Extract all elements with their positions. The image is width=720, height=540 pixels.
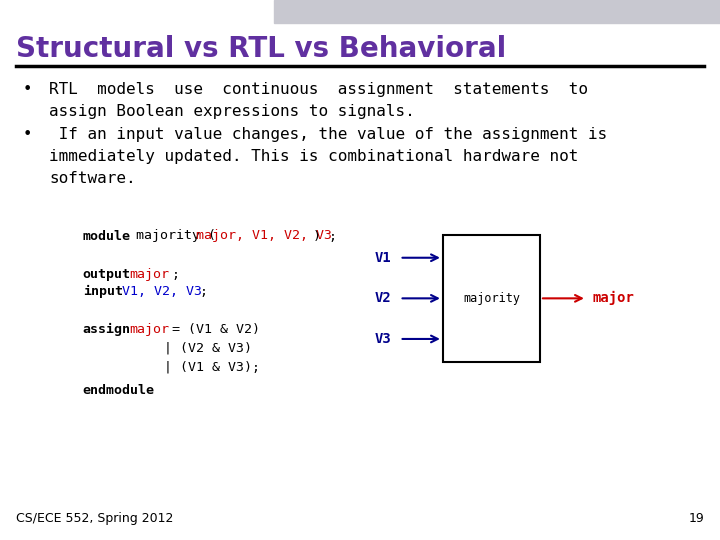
Text: If an input value changes, the value of the assignment is: If an input value changes, the value of …: [49, 127, 607, 143]
Text: assign Boolean expressions to signals.: assign Boolean expressions to signals.: [49, 104, 415, 119]
Text: module: module: [83, 230, 131, 242]
Text: V1: V1: [374, 251, 391, 265]
Text: major: major: [129, 268, 169, 281]
Text: 19: 19: [688, 512, 704, 525]
Text: ;: ;: [164, 268, 180, 281]
Text: ) ;: ) ;: [313, 230, 337, 242]
Text: endmodule: endmodule: [83, 384, 155, 397]
Text: output: output: [83, 268, 131, 281]
Text: V2: V2: [374, 292, 391, 305]
Text: major: major: [129, 323, 169, 336]
Text: major, V1, V2, V3: major, V1, V2, V3: [196, 230, 332, 242]
Text: CS/ECE 552, Spring 2012: CS/ECE 552, Spring 2012: [16, 512, 174, 525]
Text: ;: ;: [192, 285, 208, 298]
Text: majority (: majority (: [128, 230, 216, 242]
Bar: [274, 0, 720, 23]
Text: •: •: [23, 82, 32, 97]
Text: | (V1 & V3);: | (V1 & V3);: [164, 361, 260, 374]
Text: •: •: [23, 127, 32, 143]
Text: immediately updated. This is combinational hardware not: immediately updated. This is combination…: [49, 149, 578, 164]
Text: RTL  models  use  continuous  assignment  statements  to: RTL models use continuous assignment sta…: [49, 82, 588, 97]
Text: Structural vs RTL vs Behavioral: Structural vs RTL vs Behavioral: [16, 35, 506, 63]
Text: = (V1 & V2): = (V1 & V2): [164, 323, 260, 336]
Text: software.: software.: [49, 171, 135, 186]
Text: V1, V2, V3: V1, V2, V3: [122, 285, 202, 298]
Text: input: input: [83, 285, 123, 298]
Text: V3: V3: [374, 332, 391, 346]
Bar: [443, 235, 540, 362]
Text: major: major: [593, 291, 634, 306]
Text: majority: majority: [463, 292, 520, 305]
Text: assign: assign: [83, 323, 131, 336]
Text: | (V2 & V3): | (V2 & V3): [164, 342, 252, 355]
